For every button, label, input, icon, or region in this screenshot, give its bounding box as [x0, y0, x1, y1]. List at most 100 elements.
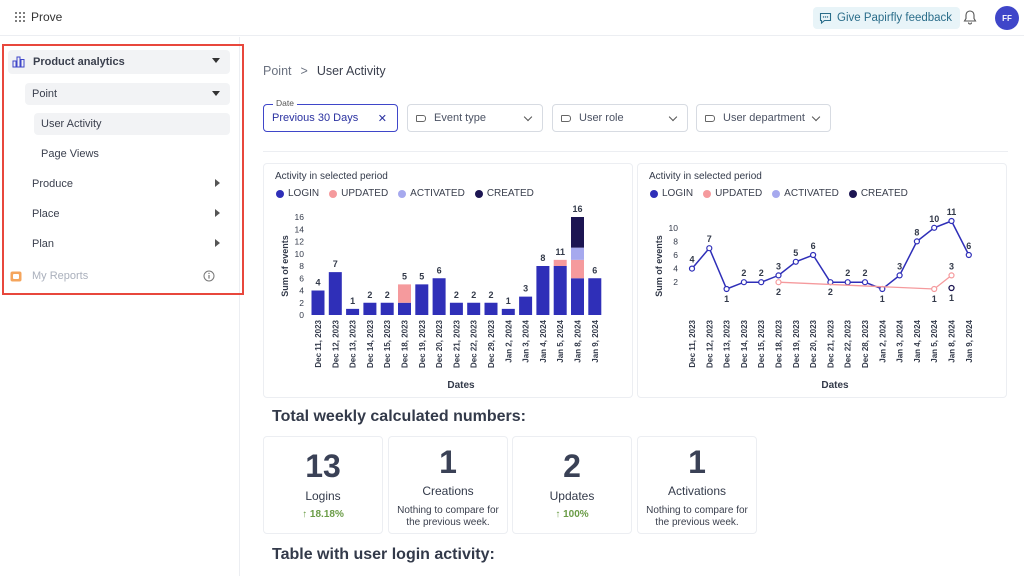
data-label: 1: [724, 294, 729, 304]
avatar[interactable]: FF: [995, 6, 1019, 30]
x-tick-label: Dec 14, 2023: [366, 319, 375, 368]
app-name[interactable]: Prove: [31, 10, 63, 24]
sidebar-item-plan[interactable]: Plan: [25, 233, 230, 255]
metric-change: ↑ 18.18%: [264, 509, 382, 520]
sidebar-item-label: Point: [32, 88, 58, 100]
bar-segment-login: [484, 302, 498, 315]
bar-segment-login: [553, 266, 567, 315]
x-axis-label: Dates: [447, 380, 475, 391]
bar-segment-updated: [398, 284, 411, 303]
y-tick-label: 6: [299, 273, 304, 283]
metric-card-updates: 2 Updates ↑ 100%: [512, 436, 632, 534]
breadcrumb: Point > User Activity: [263, 64, 386, 78]
bar-segment-login: [432, 278, 446, 315]
bar-segment-login: [328, 272, 342, 315]
point-updated: [948, 272, 955, 279]
sidebar-item-page-views[interactable]: Page Views: [34, 143, 230, 165]
bar-segment-login: [415, 284, 429, 315]
feedback-label: Give Papirfly feedback: [837, 12, 953, 24]
sidebar-item-product-analytics[interactable]: Product analytics: [8, 50, 230, 74]
legend-activated[interactable]: ACTIVATED: [772, 188, 839, 199]
data-label: 11: [947, 207, 957, 217]
breadcrumb-separator: >: [300, 64, 308, 78]
bar-segment-login: [363, 302, 377, 315]
metric-note: Nothing to compare for the previous week…: [646, 505, 748, 528]
legend-dot: [848, 189, 857, 198]
y-tick-label: 10: [295, 249, 305, 259]
bar-segment-login: [380, 302, 394, 315]
weekly-section-title: Total weekly calculated numbers:: [272, 408, 527, 425]
legend-updated[interactable]: UPDATED: [329, 188, 388, 199]
x-tick-label: Jan 8, 2024: [574, 319, 583, 362]
legend-login[interactable]: LOGIN: [276, 188, 319, 199]
info-icon[interactable]: [203, 270, 215, 282]
legend-updated[interactable]: UPDATED: [703, 188, 762, 199]
event-type-label: Event type: [434, 112, 486, 124]
metric-note: Nothing to compare for the previous week…: [397, 505, 499, 528]
user-department-filter[interactable]: User department: [696, 104, 831, 132]
breadcrumb-root[interactable]: Point: [263, 64, 292, 78]
metric-change-value: 18.18%: [309, 509, 344, 520]
bell-icon[interactable]: [962, 9, 978, 26]
data-label: 2: [741, 268, 746, 278]
sidebar-item-place[interactable]: Place: [25, 203, 230, 225]
metric-value: 13: [305, 448, 341, 484]
sidebar-item-point[interactable]: Point: [25, 83, 230, 105]
sidebar-item-label: User Activity: [41, 118, 102, 130]
line-chart-card: Activity in selected period LOGIN UPDATE…: [637, 163, 1007, 398]
y-tick-label: 6: [673, 250, 678, 260]
bar-segment-login: [398, 302, 411, 315]
legend-label: CREATED: [860, 188, 908, 199]
date-filter[interactable]: Date Previous 30 Days ✕: [263, 98, 398, 132]
app-launcher-icon[interactable]: [15, 12, 25, 22]
user-department-label: User department: [723, 112, 805, 124]
arrow-up-icon: ↑: [302, 509, 310, 520]
x-tick-label: Dec 11, 2023: [688, 319, 697, 367]
clear-icon[interactable]: ✕: [377, 113, 387, 125]
data-label: 3: [523, 284, 528, 294]
chart-legend: LOGIN UPDATED ACTIVATED CREATED: [276, 188, 534, 199]
x-tick-label: Dec 15, 2023: [757, 319, 766, 368]
sidebar-item-label: Page Views: [41, 148, 99, 160]
metric-label: Activations: [667, 484, 727, 498]
bar-segment-login: [449, 302, 463, 315]
data-label: 16: [572, 204, 582, 214]
user-role-filter[interactable]: User role: [552, 104, 688, 132]
legend-label: LOGIN: [662, 188, 694, 199]
sidebar-item-user-activity[interactable]: User Activity: [34, 113, 230, 135]
sidebar-item-my-reports[interactable]: My Reports: [10, 265, 220, 287]
data-label: 4: [315, 278, 320, 288]
sidebar-item-label: Place: [32, 208, 60, 220]
feedback-button[interactable]: Give Papirfly feedback: [813, 7, 961, 29]
x-tick-label: Dec 12, 2023: [705, 319, 714, 368]
x-axis-label: Dates: [821, 380, 849, 391]
metric-card-activations: 1 Activations Nothing to compare for the…: [637, 436, 757, 534]
metric-label: Creations: [422, 484, 474, 498]
x-tick-label: Dec 13, 2023: [349, 319, 358, 368]
event-type-filter[interactable]: Event type: [407, 104, 543, 132]
data-label: 2: [776, 287, 781, 297]
table-section-title: Table with user login activity:: [272, 546, 495, 563]
point-login: [775, 272, 782, 279]
legend-dot: [650, 189, 658, 198]
x-tick-label: Jan 3, 2024: [896, 319, 905, 362]
sidebar: Product analytics Point User Activity Pa…: [0, 37, 244, 576]
legend-dot: [474, 189, 483, 198]
point-login: [758, 279, 765, 286]
legend-activated[interactable]: ACTIVATED: [398, 188, 465, 199]
x-tick-label: Dec 18, 2023: [401, 319, 410, 368]
legend-created[interactable]: CREATED: [474, 188, 534, 199]
sidebar-item-produce[interactable]: Produce: [25, 173, 230, 195]
legend-label: UPDATED: [715, 188, 763, 199]
x-tick-label: Dec 22, 2023: [844, 319, 853, 368]
y-axis-label: Sum of events: [280, 235, 290, 297]
bar-segment-updated: [571, 259, 584, 279]
legend-created[interactable]: CREATED: [848, 188, 908, 199]
data-label: 6: [592, 265, 597, 275]
legend-login[interactable]: LOGIN: [650, 188, 693, 199]
data-label: 2: [828, 287, 833, 297]
legend-dot: [276, 189, 284, 198]
sidebar-item-label: Produce: [32, 178, 73, 190]
data-label: 5: [419, 271, 424, 281]
